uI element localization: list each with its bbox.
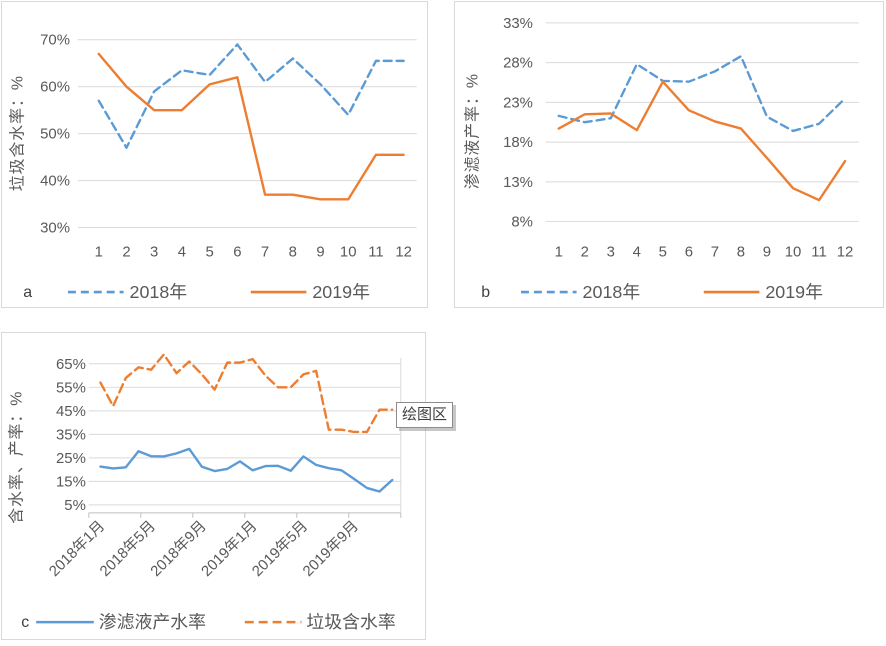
series-line-2019年 [97,52,405,201]
series-line-2018年 [97,43,405,149]
y-axis-title: 含水率、产率：% [7,391,25,524]
y-axis-title: 垃圾含水率：% [8,75,26,191]
x-tick-label: 5 [659,244,667,260]
x-tick-label: 9 [763,244,771,260]
x-tick-label: 3 [607,244,615,260]
x-tick-label: 2 [581,244,589,260]
x-tick-label: 11 [811,244,826,260]
x-tick-label: 4 [633,244,641,260]
x-tick-label: 7 [261,244,269,260]
x-tick-label: 6 [685,244,693,260]
legend-label: 渗滤液产水率 [99,612,206,632]
y-tick-label: 65% [56,357,86,373]
plot-area-tooltip: 绘图区 [396,402,453,428]
y-tick-label: 15% [56,474,86,490]
y-axis-title: 渗滤液产率：% [463,73,481,189]
y-tick-label: 25% [56,451,86,467]
y-tick-label: 55% [56,380,86,396]
x-tick-label: 9 [316,244,324,260]
chart-panel-b: 33% 28% 23% 18% 13% 8% 1 2 3 4 5 6 7 8 9 10 11 12 b 2018年 20… [454,1,884,308]
y-tick-label: 40% [40,174,70,190]
y-tick-label: 13% [503,175,533,191]
y-tick-label: 18% [503,135,533,151]
series-line-2019年 [557,80,847,202]
x-tick-label: 10 [340,244,357,260]
x-tick-label: 2 [122,244,130,260]
y-tick-label: 35% [56,427,86,443]
y-tick-label: 70% [40,33,70,49]
series-line-渗滤液产水率 [99,447,394,493]
chart-b: 33%28%23%18%13%8%1 2 3 4 5 6 7 8 9 10 11 12b 2018年 20… [463,16,859,302]
series-line-垃圾含水率 [99,353,394,434]
y-tick-label: 60% [40,80,70,96]
chart-a: 70%60%50%40%30%1 2 3 4 5 6 7 8 9 10 11 12a 2018年 2019… [8,33,417,302]
y-tick-label: 33% [503,16,533,32]
x-tick-label: 4 [178,244,186,260]
x-tick-label: 3 [150,244,158,260]
y-tick-label: 28% [503,56,533,72]
legend-label: 2018年 [583,282,641,302]
x-tick-label: 12 [395,244,412,260]
y-tick-label: 30% [40,220,70,236]
x-tick-label: 8 [289,244,297,260]
legend-label: 2019年 [312,282,370,302]
y-tick-label: 45% [56,404,86,420]
y-tick-label: 8% [511,215,533,231]
y-tick-label: 23% [503,95,533,111]
y-tick-label: 50% [40,127,70,143]
x-tick-label: 1 [555,244,563,260]
x-tick-label: 6 [233,244,241,260]
legend-label: 2019年 [765,282,823,302]
x-tick-label: 5 [205,244,213,260]
x-tick-label: 7 [711,244,719,260]
x-tick-label: 8 [737,244,745,260]
y-tick-label: 5% [64,498,86,514]
chart-panel-a: 70% 60% 50% 40% 30% 1 2 3 4 5 6 7 8 9 10 11 12 a 2018年 2019… [1,1,428,308]
x-tick-label: 2019年9月 [300,518,362,580]
legend-label: 垃圾含水率 [306,612,395,632]
x-tick-label: 12 [837,244,854,260]
panel-letter: b [481,284,490,301]
x-tick-label: 1 [95,244,103,260]
x-tick-label: 10 [785,244,802,260]
legend-label: 2018年 [130,282,188,302]
panel-letter: a [23,284,32,301]
series-line-2018年 [557,55,847,133]
panel-letter: c [21,614,29,631]
x-tick-label: 11 [368,244,383,260]
chart-c: 65%55%45%35%25%15%5%2018年1月2018年5月2018年9… [7,353,402,632]
chart-panel-c: 65% 55% 45% 35% 25% 15% 5% 2018年1月 2018年5月 2018年9… [1,332,426,640]
